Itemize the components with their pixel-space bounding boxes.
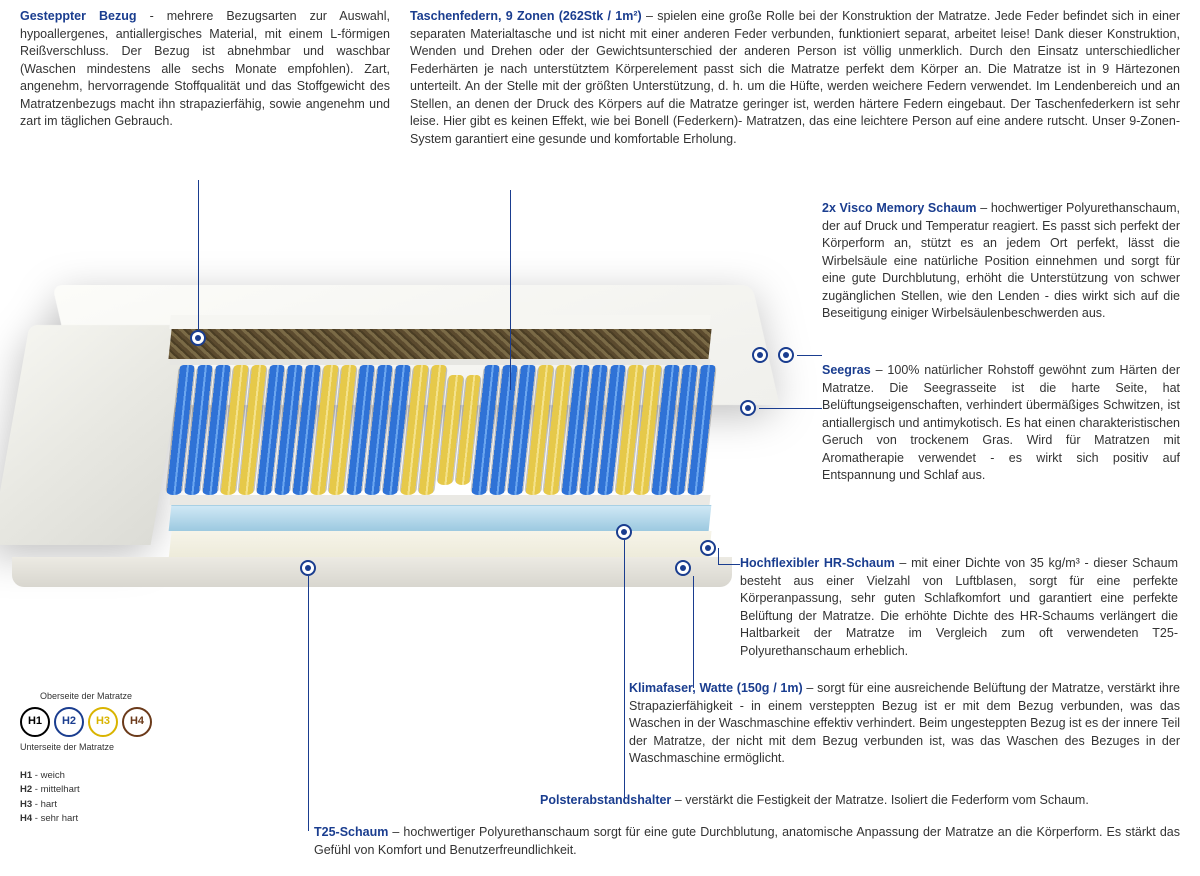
lead-hr-v — [718, 548, 719, 564]
legend-def: H2 - mittelhart — [20, 783, 152, 797]
legend-circle-h1: H1 — [20, 707, 50, 737]
title-klima: Klimafaser, Watte (150g / 1m) — [629, 681, 803, 695]
body-visco: – hochwertiger Polyurethanschaum, der au… — [822, 201, 1180, 320]
layer-seegras — [168, 329, 711, 359]
body-gesteppter-bezug: - mehrere Bezugsarten zur Auswahl, hypoa… — [20, 9, 390, 128]
title-hr: Hochflexibler HR-Schaum — [740, 556, 895, 570]
layer-pocket-springs — [163, 365, 717, 495]
excerpt-gesteppter-bezug: Gesteppter Bezug - mehrere Bezugsarten z… — [20, 8, 390, 148]
top-row: Gesteppter Bezug - mehrere Bezugsarten z… — [0, 0, 1200, 148]
layer-polster-spacer — [169, 495, 710, 505]
excerpt-taschenfedern: Taschenfedern, 9 Zonen (262Stk / 1m²) – … — [410, 8, 1180, 148]
lead-visco — [797, 355, 822, 356]
body-seegras: – 100% natürlicher Rohstoff gewöhnt zum … — [822, 363, 1180, 482]
lead-springs-v — [510, 190, 511, 390]
lead-hr-h — [718, 564, 740, 565]
title-polster: Polsterabstandshalter — [540, 793, 671, 807]
body-t25: – hochwertiger Polyurethanschaum sorgt f… — [314, 825, 1180, 857]
mattress-illustration — [20, 285, 740, 655]
title-gesteppter-bezug: Gesteppter Bezug — [20, 9, 137, 23]
callout-t25: T25-Schaum – hochwertiger Polyurethansch… — [314, 824, 1180, 859]
title-t25: T25-Schaum — [314, 825, 388, 839]
marker-hr — [700, 540, 716, 556]
lead-cover-v — [198, 180, 199, 330]
title-visco: 2x Visco Memory Schaum — [822, 201, 977, 215]
marker-visco-top — [752, 347, 768, 363]
title-taschenfedern: Taschenfedern, 9 Zonen (262Stk / 1m²) — [410, 9, 642, 23]
marker-klima — [675, 560, 691, 576]
legend-def: H4 - sehr hart — [20, 812, 152, 826]
mattress-side — [0, 325, 189, 545]
callout-seegras: Seegras – 100% natürlicher Rohstoff gewö… — [822, 362, 1180, 485]
firmness-legend: Oberseite der Matratze H1H2H3H4 Untersei… — [20, 690, 152, 826]
legend-def: H1 - weich — [20, 769, 152, 783]
title-seegras: Seegras — [822, 363, 871, 377]
marker-t25 — [300, 560, 316, 576]
legend-circles: H1H2H3H4 — [20, 707, 152, 737]
lead-t25-v — [308, 576, 309, 831]
body-polster: – verstärkt die Festigkeit der Matratze.… — [671, 793, 1089, 807]
lead-seegras — [759, 408, 822, 409]
callout-polster: Polsterabstandshalter – verstärkt die Fe… — [540, 792, 1180, 810]
marker-cover — [190, 330, 206, 346]
legend-circle-h3: H3 — [88, 707, 118, 737]
callout-visco: 2x Visco Memory Schaum – hochwertiger Po… — [822, 200, 1180, 323]
layer-quilt — [169, 315, 710, 329]
body-taschenfedern: – spielen eine große Rolle bei der Konst… — [410, 9, 1180, 146]
callout-hr: Hochflexibler HR-Schaum – mit einer Dich… — [740, 555, 1178, 660]
marker-polster — [616, 524, 632, 540]
legend-circle-h2: H2 — [54, 707, 84, 737]
legend-label-bot: Unterseite der Matratze — [20, 741, 152, 754]
legend-def: H3 - hart — [20, 798, 152, 812]
legend-circle-h4: H4 — [122, 707, 152, 737]
marker-visco-top-2 — [778, 347, 794, 363]
springs-row — [163, 365, 717, 495]
marker-seegras — [740, 400, 756, 416]
body-hr: – mit einer Dichte von 35 kg/m³ - dieser… — [740, 556, 1178, 658]
callout-klima: Klimafaser, Watte (150g / 1m) – sorgt fü… — [629, 680, 1180, 768]
lead-polster-v — [624, 540, 625, 798]
legend-label-top: Oberseite der Matratze — [20, 690, 152, 703]
lead-klima-v — [693, 576, 694, 688]
legend-defs: H1 - weichH2 - mittelhartH3 - hartH4 - s… — [20, 769, 152, 826]
